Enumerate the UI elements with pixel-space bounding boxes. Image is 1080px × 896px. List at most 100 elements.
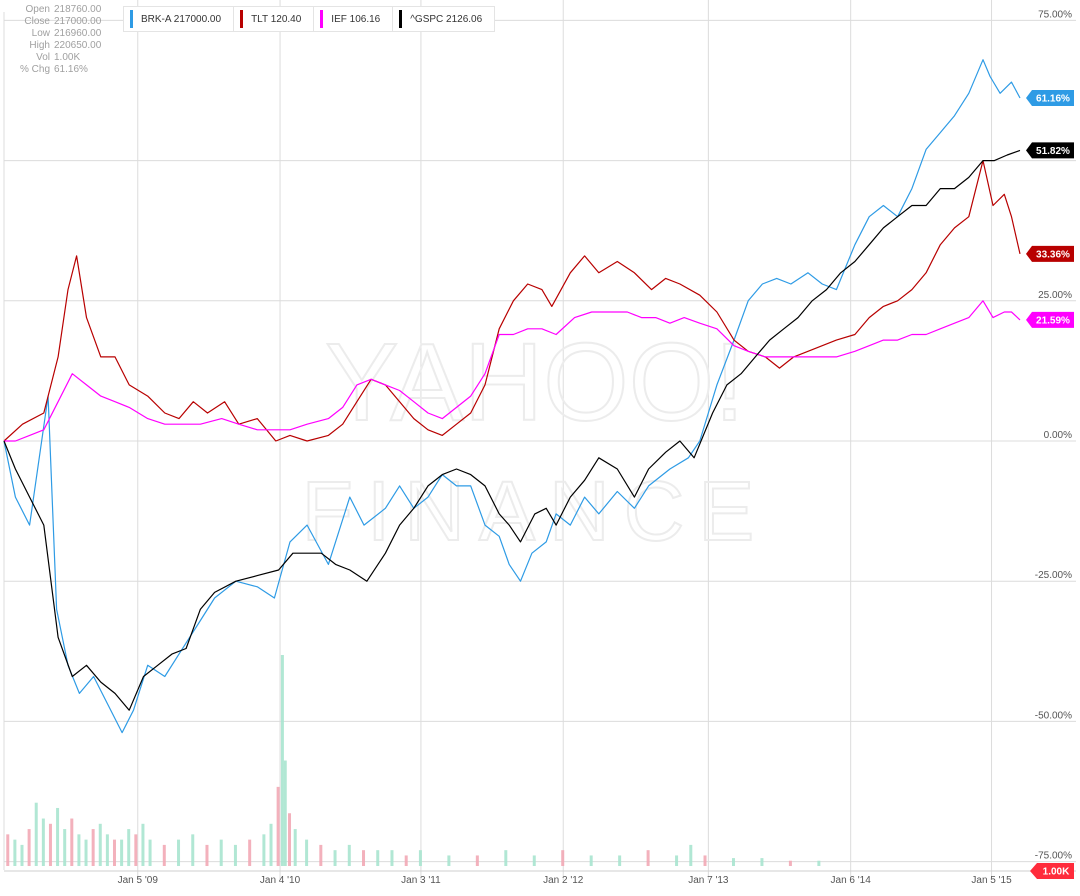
y-tick-label: 75.00% [1038, 9, 1072, 20]
ohlc-label: Close [24, 16, 50, 27]
volume-bar [788, 860, 792, 866]
volume-bar [134, 834, 138, 866]
volume-bar [703, 855, 707, 866]
ohlc-value: 217000.00 [54, 16, 102, 27]
volume-badge-label: 1.00K [1043, 867, 1070, 878]
ohlc-value: 216960.00 [54, 28, 102, 39]
ohlc-label: % Chg [19, 64, 50, 75]
volume-bar [646, 850, 650, 866]
volume-bar [689, 844, 693, 866]
volume-bars [6, 655, 821, 866]
ohlc-row: % Chg 61.16% [4, 64, 101, 76]
last-value-badge: 21.59% [1026, 311, 1074, 328]
volume-bar [280, 655, 284, 866]
volume-bar [305, 839, 309, 866]
last-value-badges: 61.16% 33.36% 21.59% 51.82% [1026, 90, 1074, 328]
ohlc-row: Open 218760.00 [4, 4, 102, 16]
legend-label: IEF 106.16 [331, 13, 381, 25]
legend-swatch [130, 10, 133, 28]
badge-label: 51.82% [1036, 146, 1070, 157]
badge-label: 33.36% [1036, 249, 1070, 260]
volume-badge: 1.00K [1030, 863, 1074, 879]
ohlc-label: Vol [36, 52, 50, 63]
series-line [4, 300, 1021, 442]
volume-bar [262, 834, 266, 866]
y-tick-label: 25.00% [1038, 290, 1072, 301]
badge-shape [1026, 311, 1074, 328]
badge-label: 61.16% [1036, 94, 1070, 105]
volume-bar [589, 855, 593, 866]
volume-bar [70, 818, 74, 866]
watermark-line1: YAHOO! [325, 321, 745, 444]
ohlc-row: Close 217000.00 [4, 16, 101, 28]
legend-label: TLT 120.40 [251, 13, 302, 25]
y-tick-label: 0.00% [1044, 430, 1072, 441]
volume-bar [390, 850, 394, 866]
ohlc-value: 220650.00 [54, 40, 102, 51]
volume-bar [127, 829, 131, 866]
y-tick-label: -50.00% [1035, 710, 1072, 721]
last-value-badge: 61.16% [1026, 90, 1074, 107]
ohlc-row: Vol 1.00K [4, 52, 101, 64]
volume-bar [34, 802, 38, 866]
volume-bar [219, 839, 223, 866]
series-line [3, 59, 1021, 734]
volume-bar [447, 855, 451, 866]
x-tick-label: Jan 2 '12 [543, 875, 584, 886]
volume-bar [84, 839, 88, 866]
x-tick-label: Jan 7 '13 [688, 875, 729, 886]
ohlc-panel: Open 218760.00 Close 217000.00 Low 216960.00 H… [4, 4, 101, 76]
volume-badge-shape [1030, 863, 1074, 879]
legend-item[interactable]: TLT 120.40 [234, 7, 315, 31]
volume-bar [48, 823, 52, 866]
series-legend: BRK-A 217000.00 TLT 120.40 IEF 106.16 ^GSPC… [123, 6, 496, 32]
volume-bar [148, 839, 152, 866]
ohlc-row: High 220650.00 [4, 40, 101, 52]
badge-label: 21.59% [1036, 315, 1070, 326]
legend-swatch [320, 10, 324, 28]
ohlc-value: 61.16% [54, 64, 88, 75]
legend-swatch [240, 10, 244, 28]
y-axis: 75.00%50.00%25.00%0.00%-25.00%-50.00%-75… [1035, 9, 1072, 861]
volume-bar [276, 786, 280, 866]
volume-bar [177, 839, 181, 866]
volume-bar [77, 834, 81, 866]
volume-bar [817, 860, 821, 866]
volume-bar [141, 823, 145, 866]
volume-bar [269, 823, 273, 866]
legend-item[interactable]: IEF 106.16 [314, 7, 394, 31]
volume-bar [404, 855, 408, 866]
volume-bar [293, 829, 297, 866]
badge-shape [1026, 245, 1074, 262]
volume-bar [418, 850, 422, 866]
volume-bar [532, 855, 536, 866]
volume-bar [288, 813, 292, 866]
volume-bar [6, 834, 10, 866]
volume-bar [362, 850, 366, 866]
legend-item[interactable]: BRK-A 217000.00 [124, 7, 235, 31]
volume-bar [561, 850, 565, 866]
ohlc-label: Open [25, 4, 50, 15]
volume-bar [27, 829, 31, 866]
y-tick-label: -25.00% [1035, 570, 1072, 581]
badge-shape [1026, 90, 1074, 107]
ohlc-row: Low 216960.00 [4, 28, 102, 40]
volume-bar [105, 834, 109, 866]
volume-bar [41, 818, 45, 866]
volume-bar [504, 850, 508, 866]
volume-bar [56, 807, 60, 866]
volume-bar [91, 829, 95, 866]
volume-bar [248, 839, 252, 866]
volume-bar [283, 760, 287, 866]
legend-item[interactable]: ^GSPC 2126.06 [393, 7, 494, 31]
volume-bar [333, 850, 337, 866]
ohlc-value: 1.00K [54, 52, 81, 63]
volume-bar [98, 823, 102, 866]
series-line [3, 149, 1021, 711]
ohlc-value: 218760.00 [54, 4, 102, 15]
volume-bar [347, 844, 351, 866]
x-tick-label: Jan 4 '10 [260, 875, 301, 886]
volume-bar [675, 855, 679, 866]
x-tick-label: Jan 5 '15 [971, 875, 1012, 886]
volume-bar [731, 858, 735, 866]
